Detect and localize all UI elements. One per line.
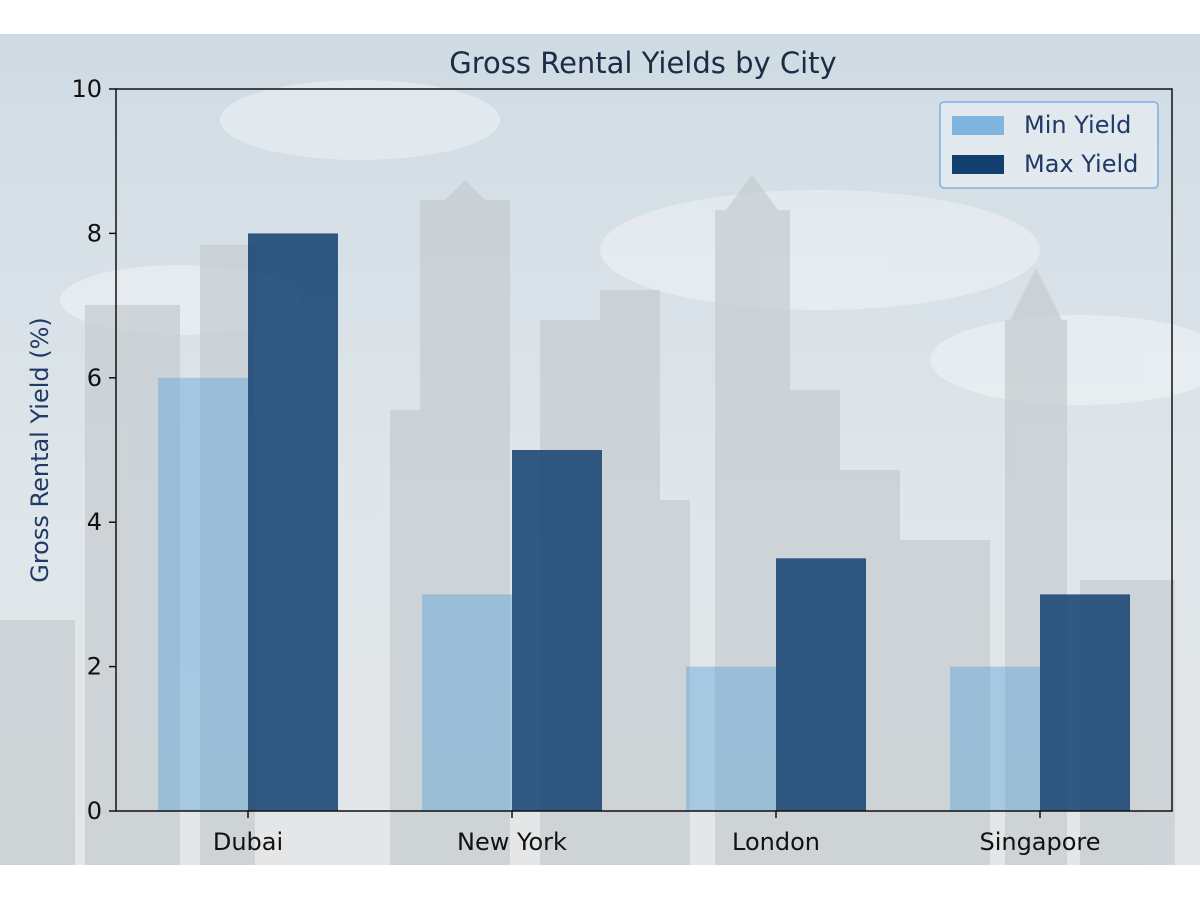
legend: Min Yield Max Yield <box>939 101 1159 189</box>
y-tick-label: 8 <box>87 219 102 247</box>
bar-min-yield-dubai <box>158 377 248 811</box>
bar-max-yield-new-york <box>512 450 602 811</box>
y-axis-label: Gross Rental Yield (%) <box>26 317 54 583</box>
x-tick-label: Dubai <box>213 828 283 856</box>
bar-min-yield-singapore <box>950 666 1040 811</box>
plot-frame <box>115 88 1173 812</box>
x-tick-label: New York <box>457 828 567 856</box>
x-tick-label: London <box>732 828 820 856</box>
legend-swatch <box>952 116 1004 135</box>
bar-min-yield-new-york <box>422 594 512 811</box>
bar-max-yield-dubai <box>248 233 338 811</box>
x-tick-label: Singapore <box>979 828 1100 856</box>
legend-swatch <box>952 155 1004 174</box>
chart-title: Gross Rental Yields by City <box>449 46 836 80</box>
legend-label: Max Yield <box>1024 150 1138 178</box>
bar-max-yield-singapore <box>1040 594 1130 811</box>
bar-min-yield-london <box>686 666 776 811</box>
y-tick-label: 10 <box>71 75 102 103</box>
y-tick-label: 6 <box>87 364 102 392</box>
x-axis: Dubai New York London Singapore <box>213 811 1101 856</box>
y-tick-label: 0 <box>87 797 102 825</box>
bars-group <box>158 233 1130 811</box>
y-axis: 0 2 4 6 8 10 <box>71 75 116 825</box>
legend-label: Min Yield <box>1024 111 1131 139</box>
y-tick-label: 2 <box>87 653 102 681</box>
bar-max-yield-london <box>776 558 866 811</box>
y-tick-label: 4 <box>87 508 102 536</box>
